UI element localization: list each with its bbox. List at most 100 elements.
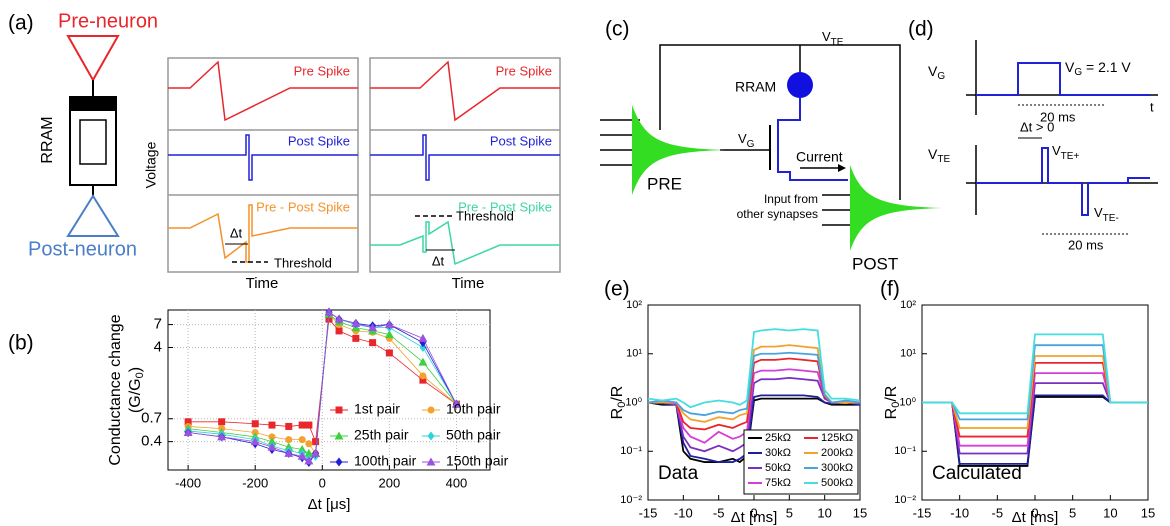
marker <box>384 329 394 338</box>
y-label-sub: 0 <box>134 372 146 378</box>
series-line <box>647 328 861 409</box>
marker <box>325 315 333 323</box>
legend-box <box>743 429 859 495</box>
marker <box>335 406 343 414</box>
time-label: Time <box>452 275 485 292</box>
vte-plus-label: VTE+ <box>1052 143 1079 161</box>
diff-label: Pre - Post Spike <box>256 199 350 214</box>
y-tick-label: 10⁻¹ <box>620 445 642 457</box>
post-spike-wave <box>168 134 358 181</box>
marker <box>250 437 260 446</box>
y-label-part: (G/G <box>127 378 144 413</box>
legend-label: 50kΩ <box>765 462 791 474</box>
vte-label: VTE <box>822 29 844 47</box>
y-label-part: /R <box>883 386 900 402</box>
marker <box>426 457 436 466</box>
x-tick-label: -400 <box>175 475 201 490</box>
series-line <box>647 351 861 417</box>
vte-pulse <box>976 147 1150 216</box>
pre-label: PRE <box>647 174 682 193</box>
marker <box>418 333 428 342</box>
marker <box>304 456 314 465</box>
marker <box>285 436 293 444</box>
x-tick-label: -10 <box>950 505 969 520</box>
marker <box>385 349 393 357</box>
y-label-part: /R <box>609 386 626 402</box>
marker <box>268 433 276 441</box>
y-label-part: R <box>609 408 626 420</box>
x-tick-label: 5 <box>786 505 793 520</box>
marker <box>267 437 277 446</box>
marker <box>297 451 307 460</box>
legend-label: 30kΩ <box>765 447 791 459</box>
marker <box>305 440 313 448</box>
x-tick-label: 0 <box>750 505 757 520</box>
vte-minus-label: VTE- <box>1094 205 1119 223</box>
y-label-part: ) <box>127 367 144 372</box>
y-tick-label: 0.4 <box>141 433 162 450</box>
legend-label: 125kΩ <box>821 432 853 444</box>
calc-note: Calculated <box>932 463 1022 484</box>
marker <box>218 418 226 426</box>
rram-label: RRAM <box>39 116 56 163</box>
wire <box>659 44 901 200</box>
marker <box>324 307 334 316</box>
x-tick-label: -15 <box>913 505 932 520</box>
diff-label: Pre - Post Spike <box>458 199 552 214</box>
panel-label: (f) <box>880 278 900 301</box>
rram-label: RRAM <box>735 79 776 95</box>
legend-label: 200kΩ <box>821 447 853 459</box>
marker <box>184 418 192 426</box>
marker <box>312 438 320 446</box>
x-tick-label: 400 <box>446 475 468 490</box>
legend-label: 50th pair <box>446 427 501 443</box>
y-tick-label: 10² <box>626 299 642 311</box>
pre-spike-wave <box>370 60 560 122</box>
input-label: Input from <box>764 192 818 206</box>
y-label-sub: 0 <box>616 402 628 408</box>
threshold-label: Threshold <box>274 255 332 270</box>
marker <box>418 357 428 366</box>
marker <box>335 457 343 467</box>
marker <box>298 421 306 429</box>
y-tick-label: 10⁻² <box>620 494 642 506</box>
legend-label: 1st pair <box>354 401 400 417</box>
legend-label: 100th pair <box>354 453 417 469</box>
dt-label: Δt <box>432 253 445 268</box>
x-axis-label: Δt [ms] <box>731 509 778 526</box>
marker <box>334 431 344 440</box>
rram-core <box>79 119 107 165</box>
post-neuron-shape <box>850 165 942 251</box>
vg-pulse <box>976 62 1150 96</box>
marker <box>305 421 313 429</box>
y-axis-label: (G/G0) <box>127 367 146 413</box>
threshold-label: Threshold <box>456 208 514 223</box>
x-tick-label: 200 <box>379 475 401 490</box>
t-label: t <box>1150 99 1154 114</box>
vg-value: VG = 2.1 V <box>1065 59 1131 78</box>
x-tick-label: -5 <box>992 505 1004 520</box>
marker <box>369 339 377 347</box>
legend-label: 75kΩ <box>765 477 791 489</box>
marker <box>427 406 435 414</box>
y-label-sub: 0 <box>890 402 902 408</box>
legend-label: 25th pair <box>354 427 409 443</box>
marker <box>427 431 435 441</box>
post-neuron <box>66 194 120 237</box>
wave-frame <box>167 57 359 273</box>
legend-label: 150th pair <box>446 453 509 469</box>
y-tick-label: 10¹ <box>626 348 642 360</box>
x-tick-label: 0 <box>1031 505 1038 520</box>
x-tick-label: -200 <box>242 475 268 490</box>
pre-neuron-shape <box>632 105 725 195</box>
y-tick-label: 10⁻² <box>894 494 916 506</box>
dt-label: Δt <box>230 225 243 240</box>
diff-wave <box>370 220 560 266</box>
marker <box>183 428 193 437</box>
marker <box>267 442 277 451</box>
x-tick-label: -10 <box>674 505 693 520</box>
x-axis-label: Δt [ms] <box>1012 509 1059 526</box>
plot-frame <box>167 309 491 471</box>
charts: -400 -200 0 200 400 7 4 0.7 0.4 Δt [μs] Conductanc… <box>107 299 1155 526</box>
